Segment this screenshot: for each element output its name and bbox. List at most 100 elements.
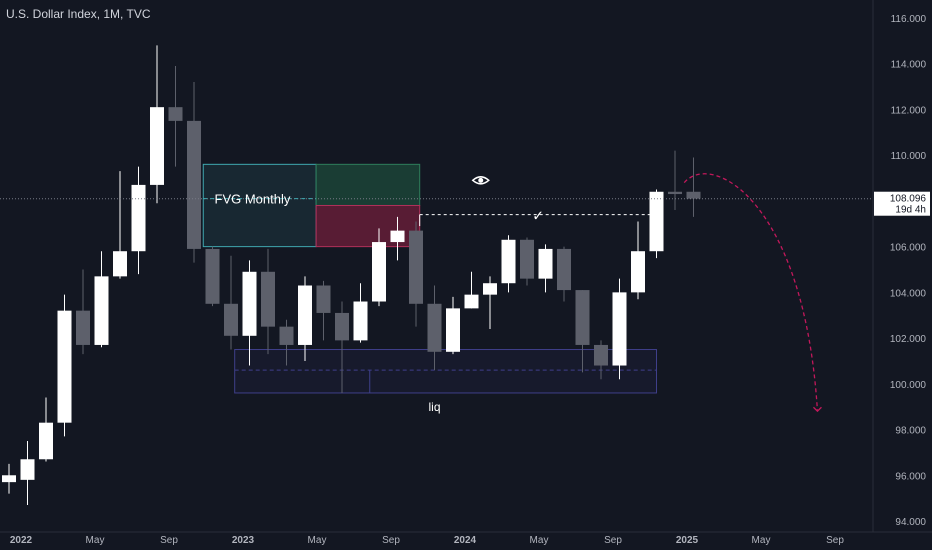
candle[interactable] [464,271,479,309]
candle-body [39,422,53,460]
eye-pupil [478,177,484,183]
x-tick-label: Sep [382,535,400,546]
candle[interactable] [686,157,701,217]
candle[interactable] [94,251,109,348]
candle[interactable] [57,294,72,437]
price-label-countdown: 19d 4h [895,205,926,216]
candle[interactable] [594,340,608,380]
candle-body [224,303,238,336]
candle-body [686,191,701,199]
y-tick-label: 96.000 [895,471,926,482]
candle-body [150,107,164,185]
candle-body [261,271,275,327]
candle[interactable] [224,255,238,350]
candle[interactable] [335,301,349,393]
candle-body [205,248,220,304]
candle[interactable] [131,166,146,275]
candle-body [316,285,331,313]
candle[interactable] [427,285,442,371]
candle-body [335,312,349,341]
fvg-monthly-label: FVG Monthly [215,192,291,207]
x-tick-label: 2025 [676,535,699,546]
candle-body [298,285,312,345]
candle[interactable] [501,235,516,293]
candle[interactable] [409,221,423,327]
candle[interactable] [316,280,331,341]
candle-body [520,239,534,279]
candle-body [427,303,442,352]
candle[interactable] [390,216,405,261]
y-tick-label: 110.000 [891,151,927,162]
candle[interactable] [631,221,645,300]
candle[interactable] [150,45,164,204]
candle[interactable] [2,463,16,494]
candle[interactable] [649,189,664,259]
y-tick-label: 94.000 [895,517,926,528]
x-tick-label: 2022 [10,535,33,546]
candle-body [501,239,516,284]
candle-body [575,290,590,345]
chart-title: U.S. Dollar Index, 1M, TVC [6,7,151,21]
candle-body [446,308,460,352]
candle[interactable] [483,276,497,329]
green-target-zone[interactable] [315,163,421,206]
candle-body [538,248,553,279]
x-tick-label: May [530,535,549,546]
candle[interactable] [205,246,220,307]
price-label-value: 108.096 [890,194,927,205]
candle-body [168,107,183,121]
y-tick-label: 100.000 [890,380,927,391]
candle[interactable] [668,150,682,211]
x-tick-label: Sep [826,535,844,546]
candle[interactable] [575,290,590,373]
candle[interactable] [557,246,571,302]
candle[interactable] [372,228,386,307]
x-tick-label: 2023 [232,535,255,546]
candle[interactable] [39,397,53,462]
x-tick-label: May [752,535,771,546]
candle-body [353,301,368,341]
candle[interactable] [353,283,368,343]
candle[interactable] [279,319,294,366]
x-tick-label: Sep [160,535,178,546]
candle-body [649,191,664,252]
candle[interactable] [187,82,201,263]
candle-body [187,120,201,249]
candle-body [113,251,127,277]
candle-body [612,292,627,366]
candle[interactable] [520,237,534,286]
check-mark-icon: ✓ [532,208,544,224]
candle[interactable] [20,440,35,505]
candle-body [390,230,405,243]
candle[interactable] [612,278,627,380]
y-tick-label: 106.000 [890,243,927,254]
fvg-monthly-zone[interactable] [202,163,317,248]
candle-body [409,230,423,304]
candle-body [76,310,90,345]
candle-body [668,191,682,195]
eye-icon[interactable] [471,176,490,185]
projection-path[interactable] [683,173,819,412]
candle[interactable] [242,260,257,366]
candle-body [131,184,146,252]
candle[interactable] [168,66,183,167]
candle[interactable] [76,269,90,355]
candle[interactable] [538,244,553,293]
candle-body [631,251,645,293]
liq-label: liq [428,400,440,414]
candle[interactable] [298,276,312,361]
candle[interactable] [261,248,275,355]
candle-body [57,310,72,423]
candle-body [94,276,109,345]
liq-zone[interactable] [234,349,657,394]
candle[interactable] [113,171,127,279]
x-tick-label: 2024 [454,535,477,546]
projection-arrowhead-icon [812,406,822,413]
candle-body [242,271,257,336]
candle-body [483,283,497,295]
candle[interactable] [446,296,460,355]
y-tick-label: 116.000 [891,14,927,25]
price-label-box [874,191,930,216]
candle-body [2,475,16,483]
